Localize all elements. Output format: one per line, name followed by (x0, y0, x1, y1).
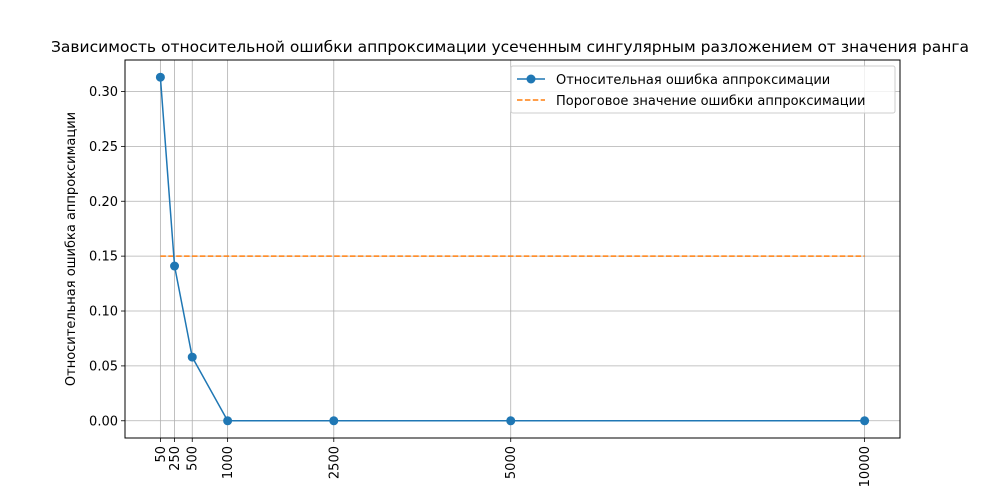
error-data-point (860, 416, 870, 426)
x-tick-label: 500 (186, 446, 201, 471)
series-layer (155, 72, 870, 426)
legend-swatch-error-marker (526, 74, 536, 84)
x-tick-label: 250 (168, 446, 183, 471)
legend-label-error: Относительная ошибка аппроксимации (556, 73, 830, 88)
error-data-point (170, 261, 180, 271)
x-tick-label: 1000 (221, 446, 236, 479)
y-tick-label: 0.10 (89, 305, 118, 320)
y-axis-label: Относительная ошибка аппроксимации (64, 112, 79, 386)
y-tick-label: 0.15 (89, 250, 118, 265)
plot-background (125, 60, 900, 438)
y-tick-label: 0.00 (89, 414, 118, 429)
legend-label-threshold: Пороговое значение ошибки аппроксимации (556, 94, 866, 109)
error-data-point (155, 72, 165, 82)
x-tick-label: 10000 (858, 446, 873, 487)
legend-box (510, 65, 896, 114)
error-data-point (223, 416, 233, 426)
y-tick-label: 0.25 (89, 140, 118, 155)
chart-title: Зависимость относительной ошибки аппрокс… (51, 38, 969, 56)
y-tick-label: 0.05 (89, 359, 118, 374)
x-tick-label: 2500 (327, 446, 342, 479)
axis-ticks: 50 250 500 1000 2500 5000 10000 0.00 0.05 0.10 0.1… (89, 85, 873, 487)
error-data-point (329, 416, 339, 426)
y-tick-label: 0.30 (89, 85, 118, 100)
y-tick-label: 0.20 (89, 195, 118, 210)
plot-frame (124, 59, 901, 439)
x-tick-label: 50 (154, 446, 169, 463)
error-data-point (187, 352, 197, 362)
legend: Относительная ошибка аппроксимации Порог… (510, 65, 896, 114)
error-data-point (506, 416, 516, 426)
x-tick-label: 5000 (504, 446, 519, 479)
